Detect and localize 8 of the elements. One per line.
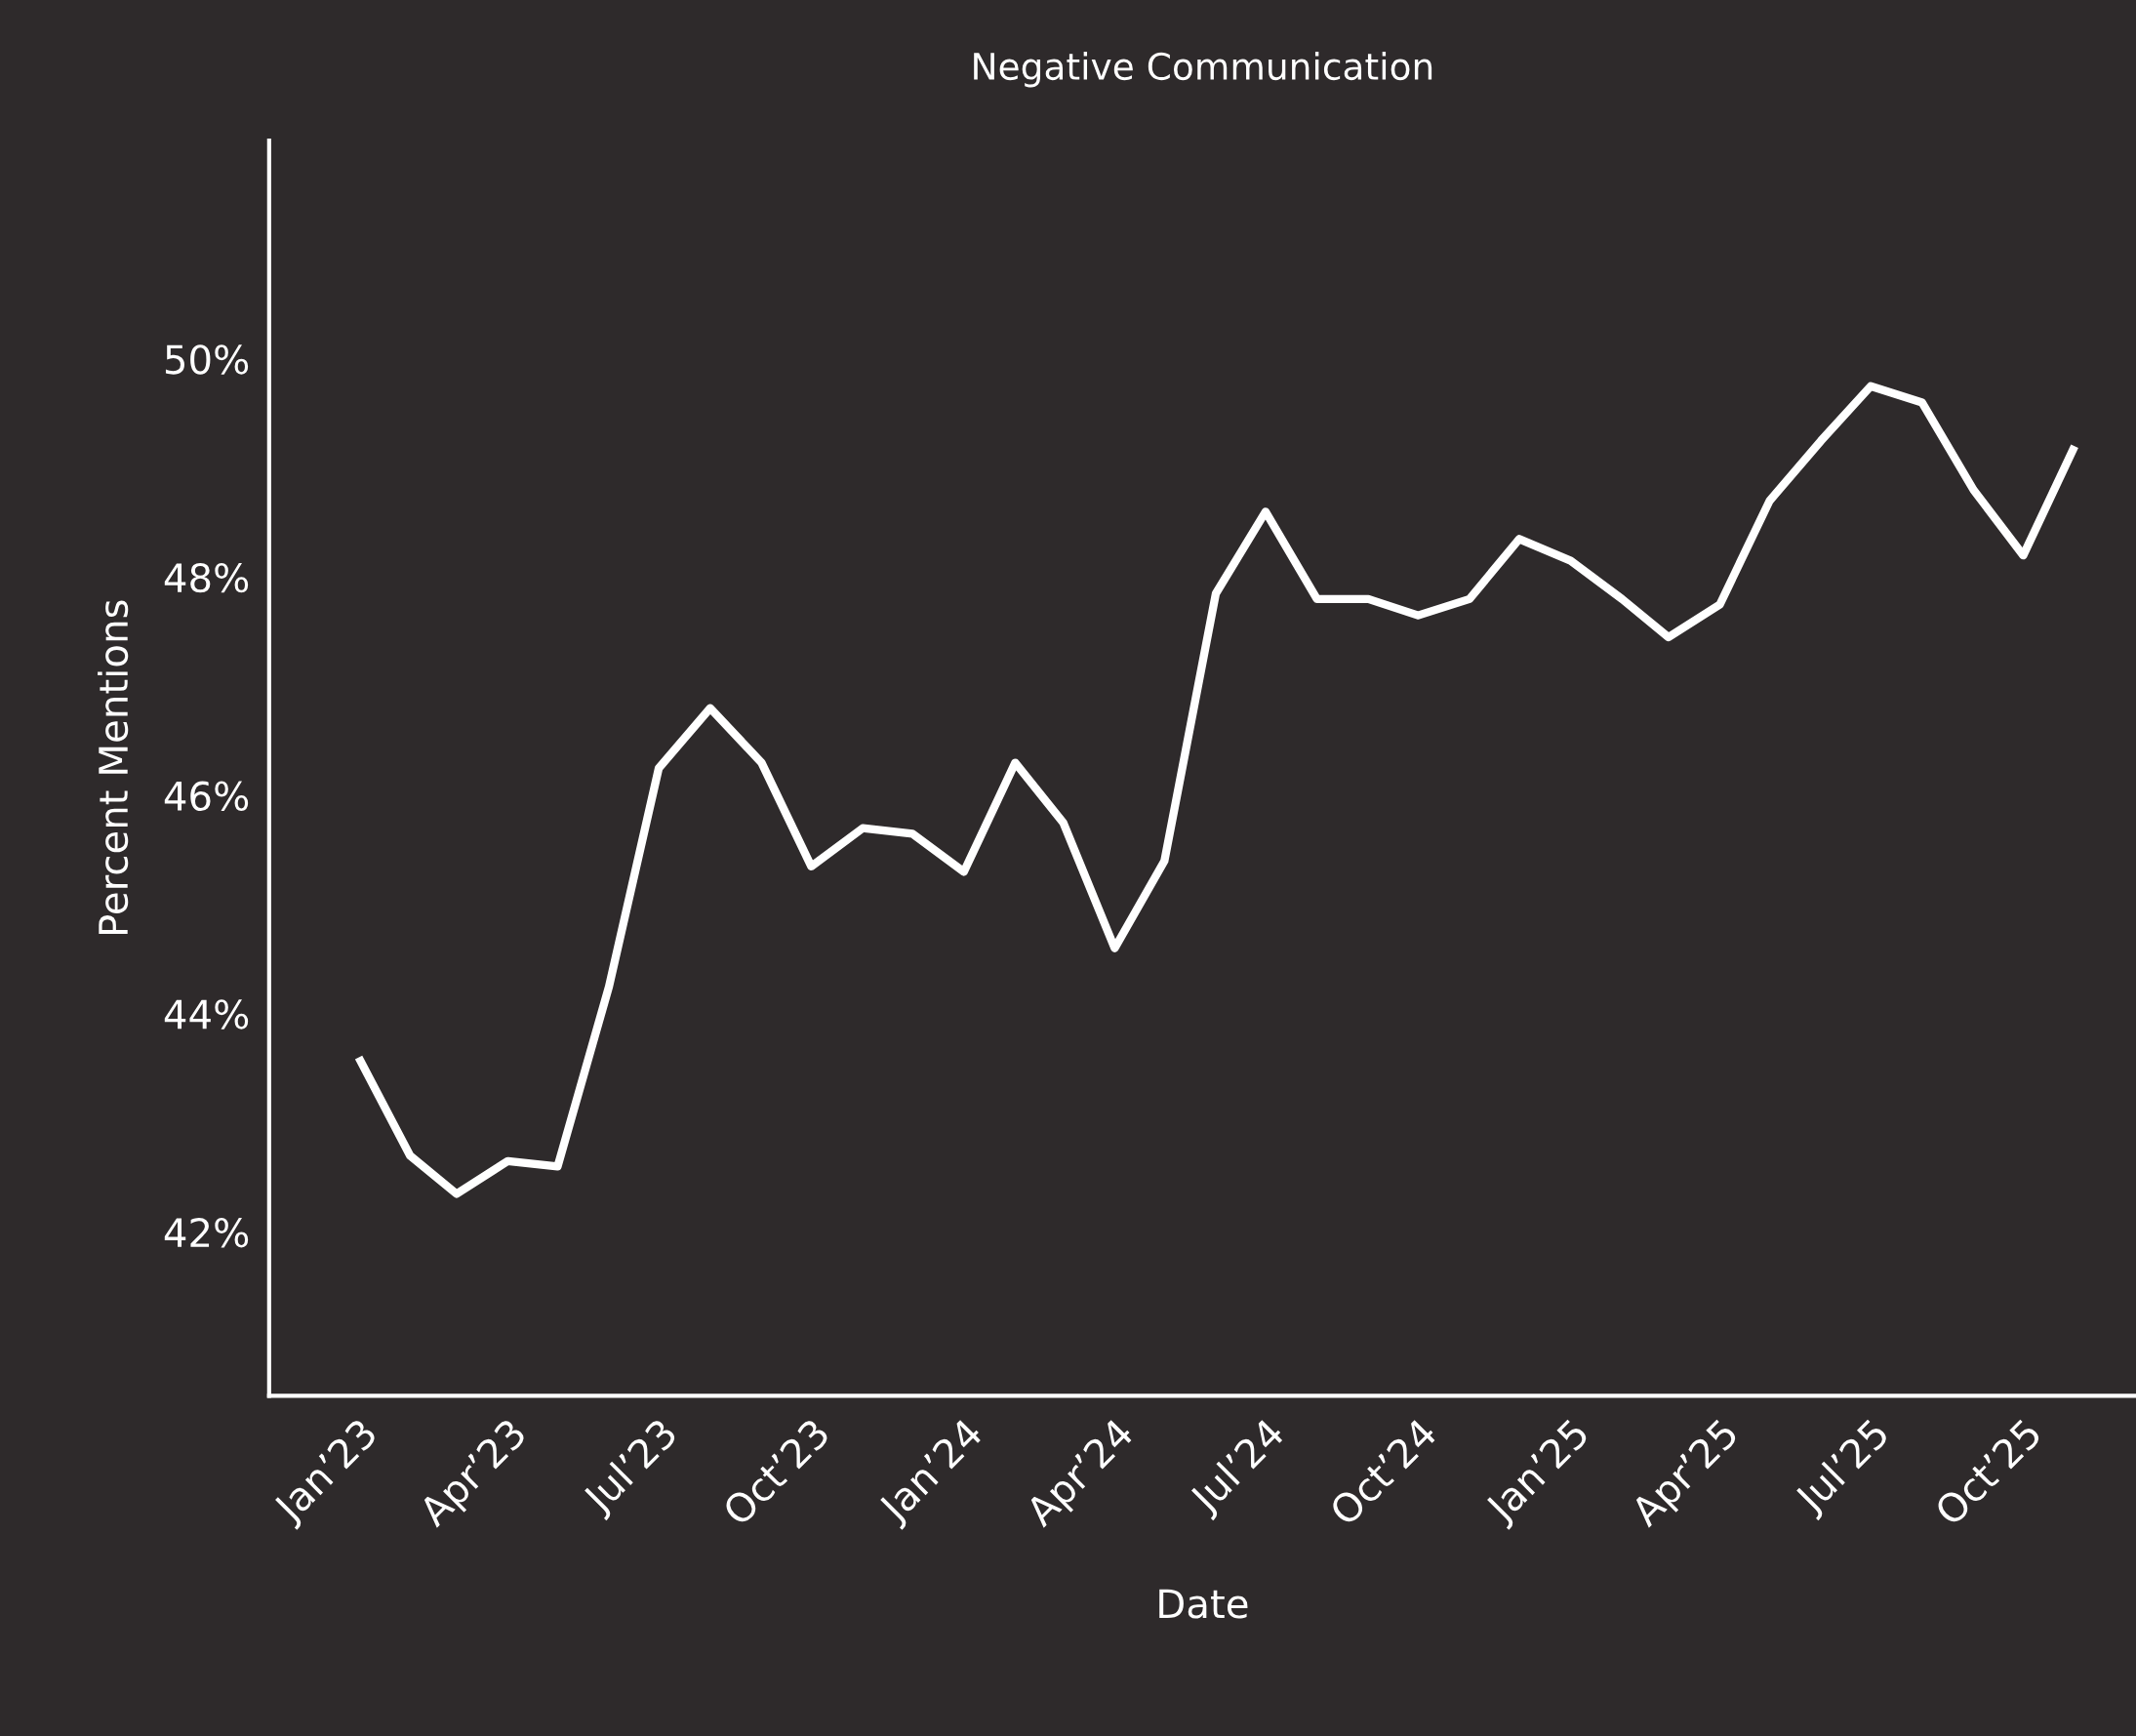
x-axis-title: Date <box>1159 1589 1248 1619</box>
y-axis-title: Percent Mentions <box>98 600 129 935</box>
y-tick-label: 48% <box>164 562 249 593</box>
y-tick-label: 50% <box>165 344 249 375</box>
chart-title: Negative Communication <box>974 52 1432 88</box>
y-tick-label: 42% <box>164 1217 249 1248</box>
y-tick-label: 46% <box>164 781 249 812</box>
y-tick-label: 44% <box>164 999 249 1029</box>
